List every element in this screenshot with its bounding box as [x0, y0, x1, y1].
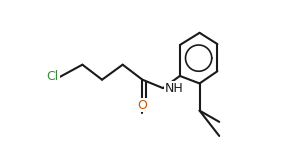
Text: O: O — [137, 99, 147, 112]
Text: Cl: Cl — [47, 70, 59, 83]
Text: NH: NH — [165, 82, 183, 95]
